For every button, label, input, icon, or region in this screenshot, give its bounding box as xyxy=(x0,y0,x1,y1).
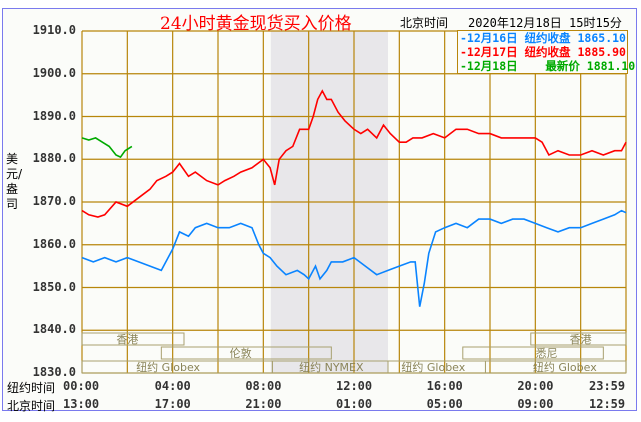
session-label: 纽约 Globex xyxy=(136,360,200,374)
x-tick-label: 12:00 xyxy=(336,379,373,393)
session-label: 纽约 NYMEX xyxy=(299,360,364,374)
x-tick-label: 17:00 xyxy=(154,397,191,411)
legend-item-dec17: -12月17日 纽约收盘 1885.90 xyxy=(458,45,627,59)
y-tick-label: 1860.0 xyxy=(32,236,76,251)
legend-item-dec16: -12月16日 纽约收盘 1865.10 xyxy=(458,31,627,45)
session-label: 伦敦 xyxy=(230,346,252,360)
y-tick-label: 1880.0 xyxy=(32,151,76,166)
legend-date: -12月18日 xyxy=(460,59,518,73)
session-label: 纽约 Globex xyxy=(533,360,597,374)
legend-value: 1865.10 xyxy=(577,31,626,45)
y-tick-label: 1850.0 xyxy=(32,279,76,294)
session-box xyxy=(462,346,604,360)
x-tick-label: 04:00 xyxy=(154,379,191,393)
x-tick-label: 20:00 xyxy=(517,379,554,393)
session-box xyxy=(160,346,332,360)
chart-title: 24小时黄金现货买入价格 xyxy=(160,14,352,34)
x-tick-label: 21:00 xyxy=(245,397,282,411)
legend-value: 1881.10 xyxy=(586,59,636,73)
update-datetime: 2020年12月18日 15时15分 xyxy=(468,16,622,30)
x-tick-label: 16:00 xyxy=(426,379,463,393)
legend-date: -12月17日 xyxy=(460,45,518,59)
beijing-time-label: 北京时间 xyxy=(400,16,449,30)
session-label: 悉尼 xyxy=(536,347,558,360)
legend-date: -12月16日 xyxy=(460,31,518,45)
session-label: 香港 xyxy=(570,333,592,346)
legend-item-dec18: -12月18日 最新价 1881.10 xyxy=(458,59,635,73)
x-tick-label: 23:59 xyxy=(589,379,626,393)
session-label: 香港 xyxy=(116,333,138,346)
x-tick-label: 09:00 xyxy=(517,397,554,411)
y-tick-label: 1840.0 xyxy=(32,322,76,337)
x-tick-label: 00:00 xyxy=(63,379,100,393)
ny-time-row-label: 纽约时间 xyxy=(7,381,56,395)
x-tick-label: 08:00 xyxy=(245,379,282,393)
y-tick-label: 1910.0 xyxy=(32,23,76,37)
y-tick-label: 1870.0 xyxy=(32,194,76,208)
x-tick-label: 12:59 xyxy=(589,397,626,411)
bj-time-row-label: 北京时间 xyxy=(7,399,56,413)
y-tick-label: 1890.0 xyxy=(32,108,76,123)
x-tick-label: 05:00 xyxy=(426,397,463,411)
legend-value: 1885.90 xyxy=(577,45,626,59)
legend-label: 纽约收盘 xyxy=(524,31,571,45)
series-line-2 xyxy=(81,137,133,159)
y-axis-unit: 美元/盎司 xyxy=(6,152,23,211)
y-tick-label: 1900.0 xyxy=(32,65,76,80)
series-line-1 xyxy=(81,89,627,218)
session-box xyxy=(530,332,627,346)
session-box xyxy=(81,332,185,346)
session-label: 纽约 Globex xyxy=(401,360,465,374)
legend-label: 最新价 xyxy=(545,59,580,73)
legend: -12月16日 纽约收盘 1865.10 -12月17日 纽约收盘 1885.9… xyxy=(457,30,635,74)
session-box xyxy=(484,360,627,374)
series-line-0 xyxy=(81,209,627,307)
legend-label: 纽约收盘 xyxy=(524,45,571,59)
x-tick-label: 01:00 xyxy=(336,397,373,411)
x-tick-label: 13:00 xyxy=(63,397,100,411)
y-tick-label: 1830.0 xyxy=(32,365,76,379)
